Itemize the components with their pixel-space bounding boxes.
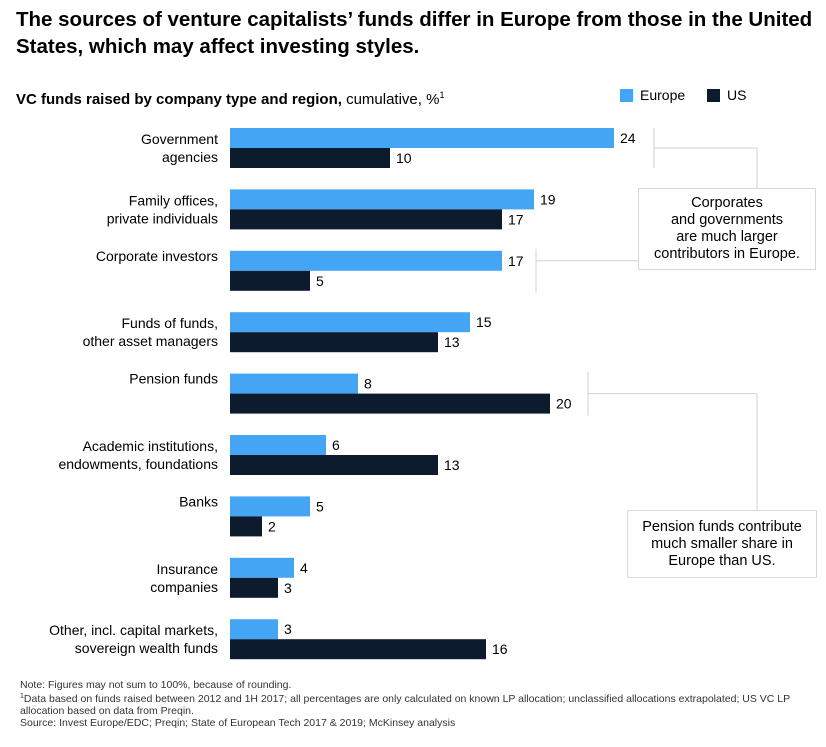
legend-item-europe: Europe (620, 86, 685, 104)
headline: The sources of venture capitalists’ fund… (16, 8, 813, 58)
bar-europe-banks (230, 496, 310, 517)
category-label-insurance-companies: Insurance companies (150, 561, 218, 595)
value-label-us-pension-funds: 20 (556, 396, 572, 412)
legend-label-us: US (727, 87, 747, 103)
category-label-banks: Banks (179, 493, 218, 509)
category-label-funds-of-funds-other-asset-managers: Funds of funds, other asset managers (83, 315, 218, 349)
bar-us-pension-funds (230, 393, 550, 414)
bar-europe-insurance-companies (230, 557, 294, 578)
value-label-us-banks: 2 (268, 518, 276, 534)
footnote-source: Source: Invest Europe/EDC; Preqin; State… (20, 717, 456, 729)
bar-us-other-incl-capital-markets-sovereign-wealth-funds (230, 639, 486, 660)
value-label-us-other-incl-capital-markets-sovereign-wealth-funds: 16 (492, 641, 508, 657)
bar-europe-other-incl-capital-markets-sovereign-wealth-funds (230, 619, 278, 640)
bar-us-government-agencies (230, 148, 390, 168)
value-label-europe-corporate-investors: 17 (508, 253, 524, 269)
value-label-europe-banks: 5 (316, 498, 324, 514)
category-label-family-offices-private-individuals: Family offices, private individuals (107, 192, 218, 226)
legend-swatch-europe (620, 88, 633, 102)
value-label-europe-other-incl-capital-markets-sovereign-wealth-funds: 3 (284, 621, 292, 637)
chart-title-bold: VC funds raised by company type and regi… (16, 91, 342, 108)
bar-us-insurance-companies (230, 577, 278, 598)
legend-label-europe: Europe (640, 87, 686, 103)
value-label-europe-insurance-companies: 4 (300, 560, 308, 576)
category-label-academic-institutions-endowments-foundations: Academic institutions, endowments, founda… (58, 438, 218, 472)
footnote-note: Note: Figures may not sum to 100%, becau… (20, 679, 292, 691)
value-label-us-corporate-investors: 5 (316, 273, 324, 289)
bar-europe-government-agencies (230, 128, 614, 148)
value-label-us-family-offices-private-individuals: 17 (508, 211, 524, 227)
chart-title-footnote-mark: 1 (439, 90, 445, 100)
footnote-data: 1Data based on funds raised between 2012… (20, 691, 820, 717)
bar-us-academic-institutions-endowments-foundations (230, 455, 438, 475)
chart-title-rest: cumulative, % (341, 91, 440, 108)
bar-us-banks (230, 516, 262, 537)
callout-pension: Pension funds contribute much smaller sh… (627, 510, 817, 578)
footnotes: Note: Figures may not sum to 100%, becau… (20, 679, 820, 729)
category-label-government-agencies: Government agencies (141, 131, 218, 165)
bar-europe-academic-institutions-endowments-foundations (230, 435, 326, 455)
value-label-europe-funds-of-funds-other-asset-managers: 15 (476, 314, 492, 330)
legend-item-us: US (707, 86, 746, 104)
callout-corporates: Corporates and governments are much larg… (638, 188, 816, 270)
value-label-europe-government-agencies: 24 (620, 130, 636, 146)
category-label-other-incl-capital-markets-sovereign-wealth-funds: Other, incl. capital markets, sovereign w… (49, 622, 218, 656)
callout-pension-text: Pension funds contribute much smaller sh… (642, 518, 802, 569)
bar-europe-corporate-investors (230, 250, 502, 271)
value-label-us-academic-institutions-endowments-foundations: 13 (444, 457, 460, 473)
bar-europe-funds-of-funds-other-asset-managers (230, 312, 470, 333)
callout-corporates-text: Corporates and governments are much larg… (654, 195, 800, 262)
footnote-data-text: Data based on funds raised between 2012 … (20, 693, 790, 717)
footnote-mark: 1 (20, 693, 24, 700)
category-label-pension-funds: Pension funds (129, 371, 218, 387)
bar-europe-family-offices-private-individuals (230, 189, 534, 210)
bar-us-funds-of-funds-other-asset-managers (230, 332, 438, 353)
value-label-us-insurance-companies: 3 (284, 580, 292, 596)
category-label-corporate-investors: Corporate investors (96, 248, 218, 264)
value-label-europe-academic-institutions-endowments-foundations: 6 (332, 437, 340, 453)
chart-title: VC funds raised by company type and regi… (16, 86, 444, 109)
bar-us-family-offices-private-individuals (230, 209, 502, 230)
bar-europe-pension-funds (230, 373, 358, 394)
value-label-us-funds-of-funds-other-asset-managers: 13 (444, 334, 460, 350)
value-label-europe-pension-funds: 8 (364, 376, 372, 392)
bar-us-corporate-investors (230, 270, 310, 291)
value-label-europe-family-offices-private-individuals: 19 (540, 191, 556, 207)
legend-swatch-us (707, 88, 720, 102)
value-label-us-government-agencies: 10 (396, 150, 412, 166)
